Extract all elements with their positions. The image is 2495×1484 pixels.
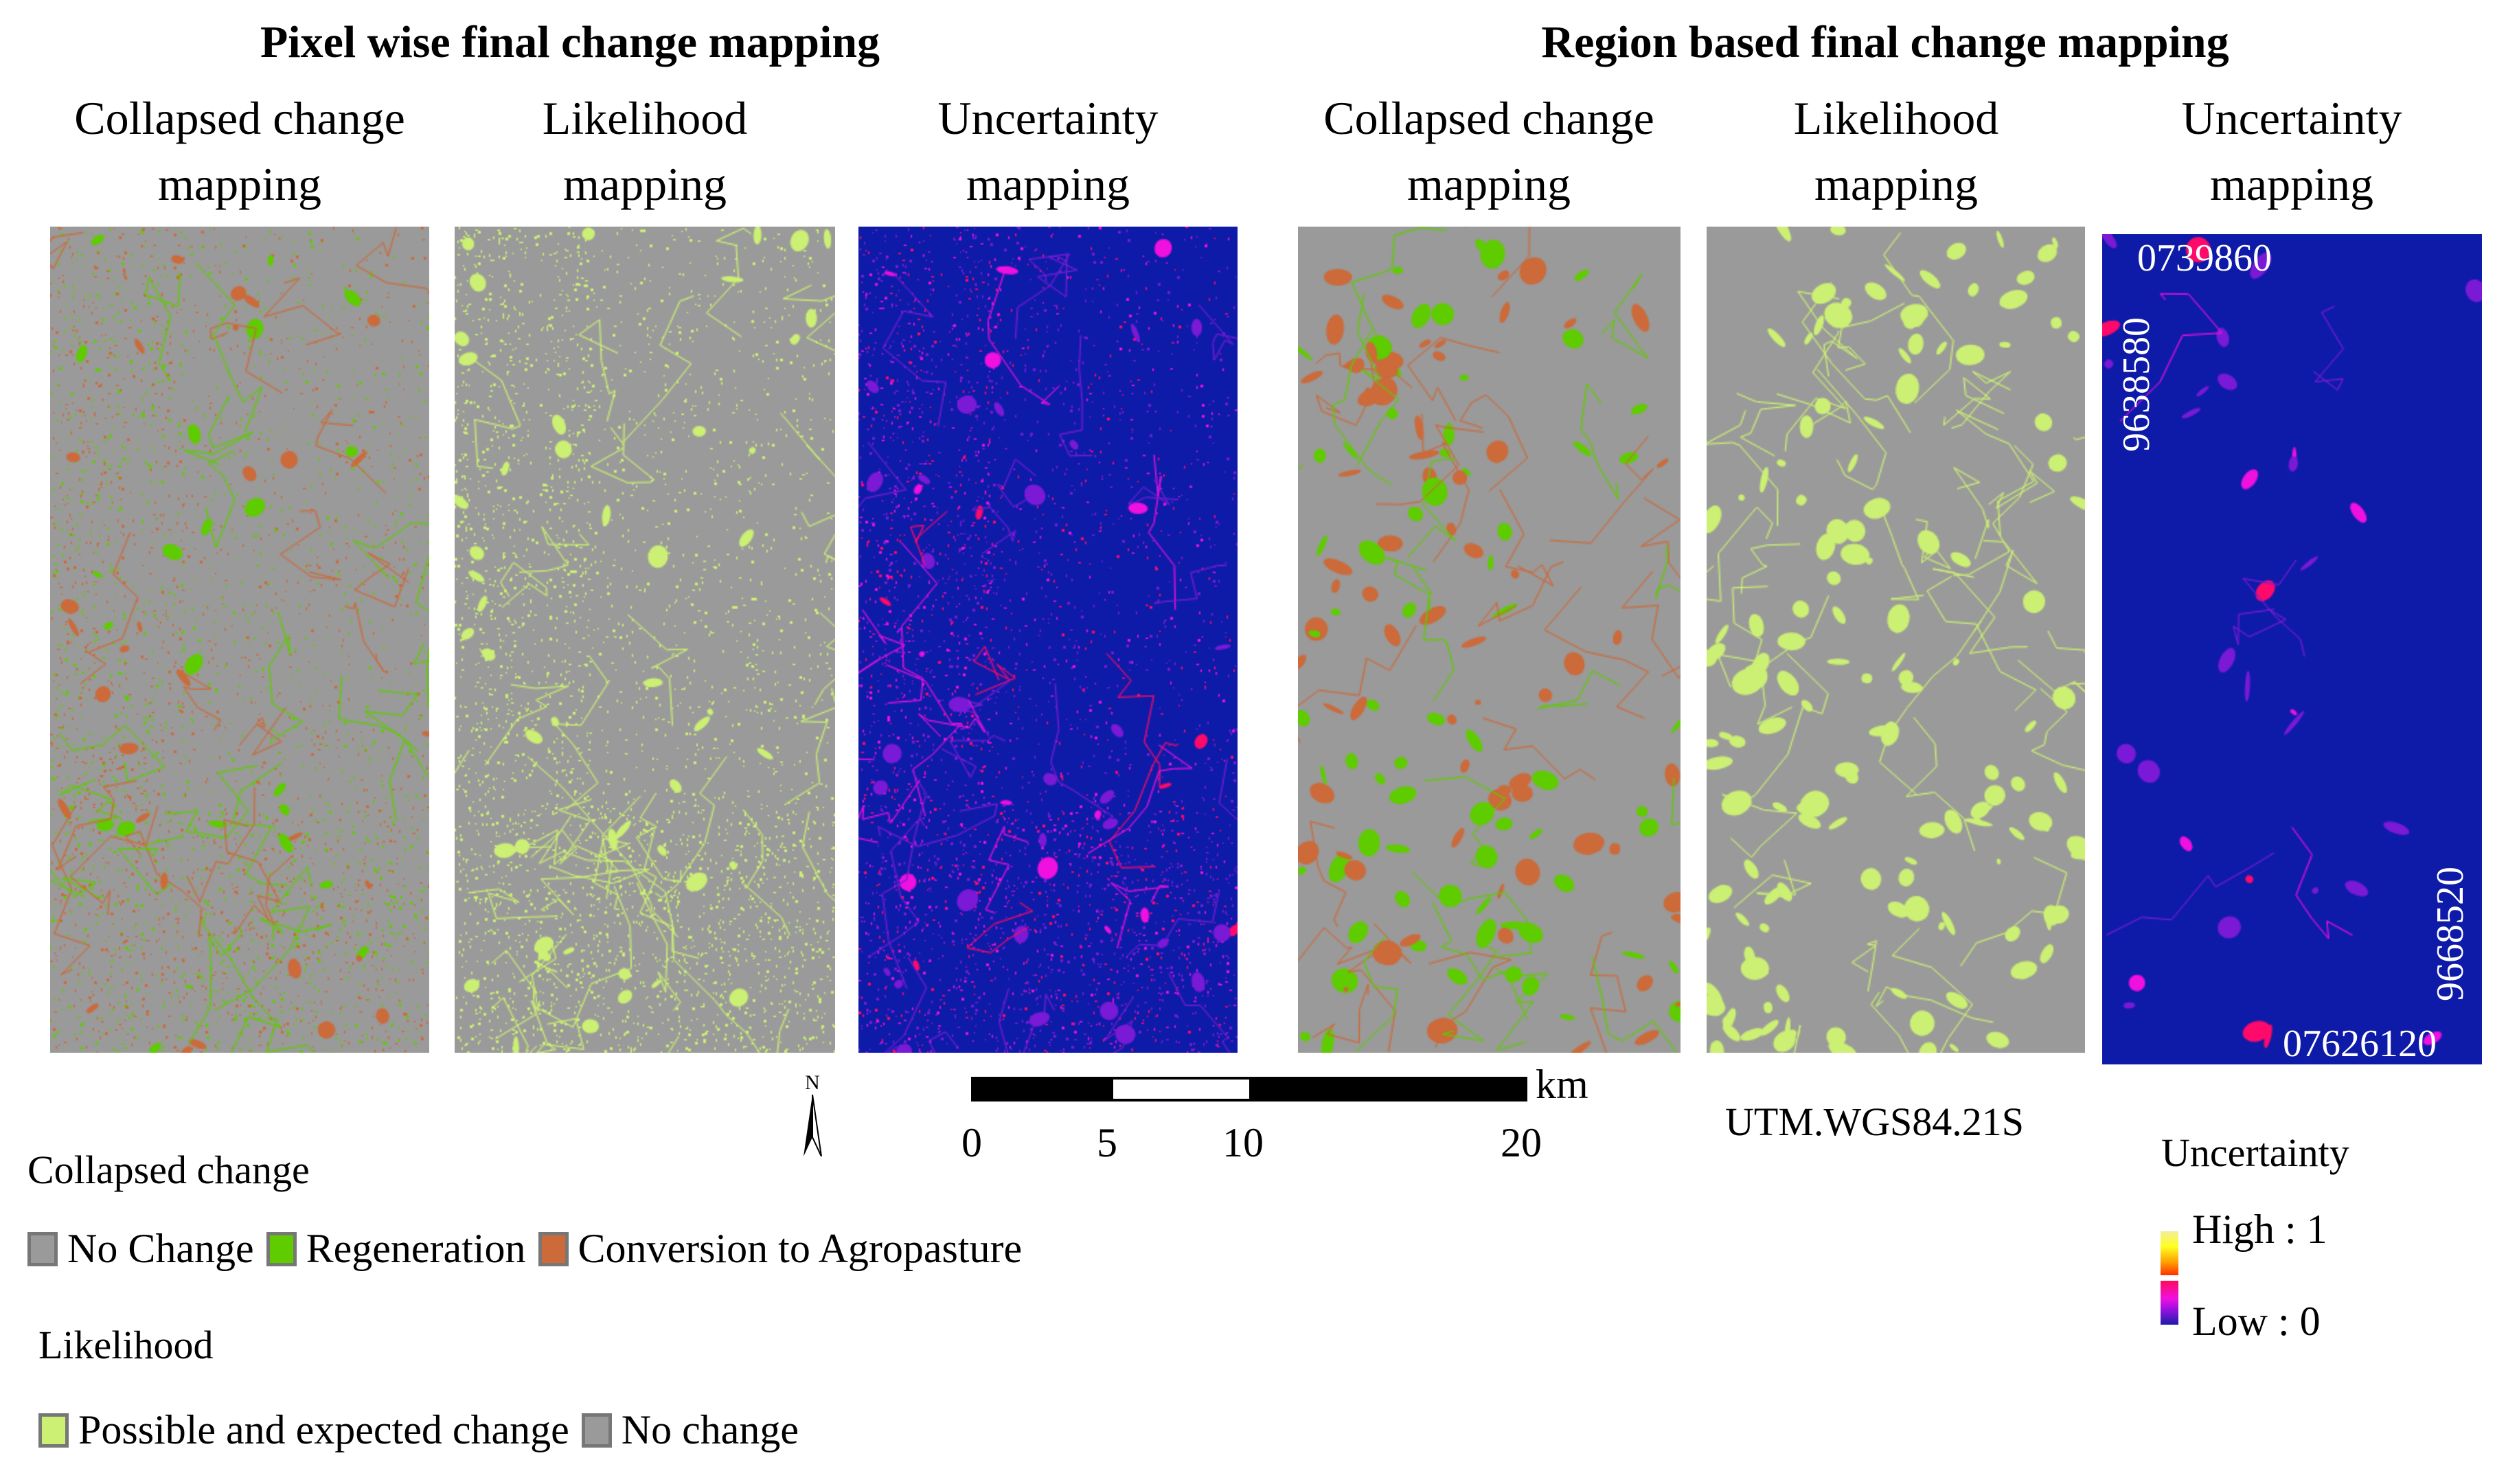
map-region-likelihood [1707, 227, 2085, 1053]
uncertainty-low-label: Low : 0 [2192, 1299, 2321, 1344]
coord-bottom-easting: 07626120 [2283, 1023, 2437, 1065]
north-label: N [805, 1071, 820, 1094]
panel-title-pixel-collapsed: Collapsed change mapping [74, 92, 405, 210]
panel-title-pixel-likelihood: Likelihood mapping [542, 92, 748, 210]
scale-bar [971, 1077, 1527, 1104]
swatch-no-change [27, 1231, 58, 1266]
swatch-likelihood-no-change [581, 1413, 612, 1448]
legend-likelihood-items: Possible and expected change No change [38, 1406, 811, 1454]
scale-tick-10: 10 [1222, 1120, 1264, 1165]
map-pixel-likelihood [455, 227, 835, 1053]
legend-item-no-change: No Change [27, 1225, 254, 1272]
north-arrow-icon [804, 1094, 822, 1157]
panel-title-pixel-uncertainty: Uncertainty mapping [937, 92, 1159, 210]
pixel-wise-group-title: Pixel wise final change mapping [260, 17, 880, 67]
north-arrow: N [797, 1071, 838, 1161]
uncertainty-high-label: High : 1 [2192, 1207, 2327, 1252]
coord-right-northing: 9668520 [2429, 867, 2472, 1001]
legend-likelihood-heading: Likelihood [38, 1323, 214, 1367]
swatch-possible-change [38, 1413, 69, 1448]
region-based-group-title: Region based final change mapping [1541, 17, 2229, 67]
map-pixel-collapsed-change [50, 227, 429, 1053]
coord-top-easting: 0739860 [2137, 237, 2272, 279]
legend-collapsed-items: No Change Regeneration Conversion to Agr… [27, 1225, 1034, 1272]
legend-item-possible-change: Possible and expected change [38, 1406, 569, 1454]
legend-item-likelihood-no-change: No change [581, 1406, 799, 1454]
scale-tick-5: 5 [1097, 1120, 1117, 1165]
scale-unit: km [1536, 1062, 1588, 1107]
legend-item-conversion: Conversion to Agropasture [538, 1225, 1022, 1272]
map-region-collapsed-change [1298, 227, 1681, 1053]
map-region-uncertainty [2102, 234, 2482, 1064]
legend-uncertainty-heading: Uncertainty [2161, 1130, 2349, 1175]
panel-title-region-likelihood: Likelihood mapping [1793, 92, 1999, 210]
map-pixel-uncertainty [858, 227, 1238, 1053]
projection-label: UTM.WGS84.21S [1725, 1099, 2025, 1144]
swatch-conversion [538, 1231, 569, 1266]
panel-title-region-collapsed: Collapsed change mapping [1323, 92, 1654, 210]
panel-title-region-uncertainty: Uncertainty mapping [2181, 92, 2402, 210]
uncertainty-ramp-low [2161, 1281, 2178, 1325]
uncertainty-ramp-high [2161, 1231, 2178, 1275]
legend-collapsed-heading: Collapsed change [27, 1148, 310, 1192]
legend-item-regeneration: Regeneration [266, 1225, 526, 1272]
coord-left-northing: 9638580 [2115, 317, 2158, 452]
scale-tick-20: 20 [1501, 1120, 1542, 1165]
swatch-regeneration [266, 1231, 297, 1266]
scale-tick-0: 0 [961, 1120, 982, 1165]
